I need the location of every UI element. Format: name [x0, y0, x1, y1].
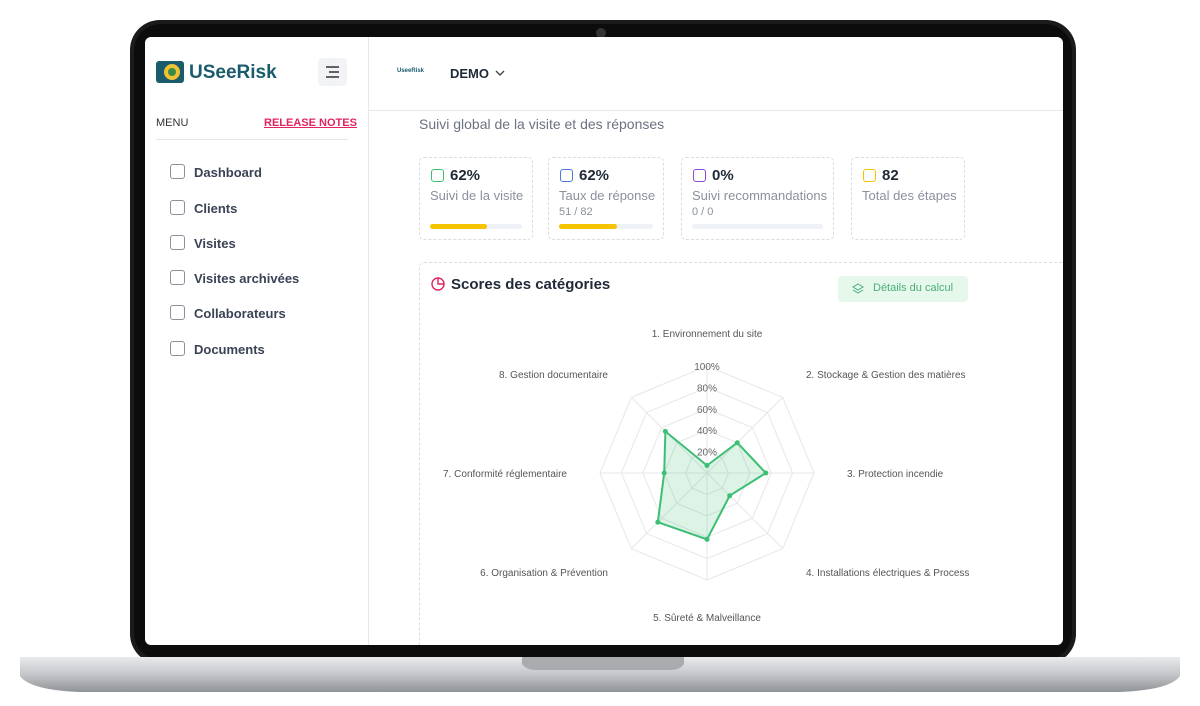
stat-value: 82 — [882, 167, 899, 184]
radar-point — [655, 519, 661, 525]
category-label: 7. Conformité réglementaire — [443, 469, 567, 480]
progress-track — [559, 224, 653, 229]
grid-ring — [685, 451, 729, 495]
stat-icon — [560, 169, 573, 182]
nav-item[interactable]: Dashboard — [194, 165, 262, 180]
stat-label: Taux de réponse — [559, 188, 656, 203]
progress-fill — [559, 224, 618, 229]
category-label: 8. Gestion documentaire — [499, 370, 608, 381]
stat-value: 62% — [579, 167, 610, 184]
grid-ring — [620, 386, 794, 560]
progress-fill — [430, 224, 488, 229]
radar-point — [661, 470, 667, 476]
category-label: 3. Protection incendie — [847, 469, 944, 480]
header-logo: UseeRisk — [397, 68, 425, 74]
menu-toggle[interactable] — [318, 58, 347, 86]
grid-ring — [599, 365, 815, 581]
nav-item[interactable]: Collaborateurs — [194, 306, 286, 321]
nav-icon — [170, 305, 185, 320]
stat-card — [548, 157, 664, 240]
r-tick-label: 100% — [694, 362, 720, 373]
stat-detail: 0 / 0 — [692, 206, 714, 218]
radar-point — [734, 440, 740, 446]
radar-card — [419, 262, 1063, 645]
grid-ring — [663, 429, 751, 517]
r-tick-label: 60% — [697, 405, 717, 416]
stat-detail: 51 / 82 — [559, 206, 593, 218]
details-button[interactable]: Détails du calcul — [838, 276, 968, 302]
stat-label: Suivi de la visite — [430, 188, 524, 203]
category-label: 5. Sûreté & Malveillance — [653, 613, 761, 624]
workspace[interactable]: DEMO — [450, 66, 489, 81]
stat-icon — [693, 169, 706, 182]
r-tick-label: 80% — [697, 383, 717, 394]
radar-title: Scores des catégories — [451, 276, 611, 293]
stat-icon — [863, 169, 876, 182]
brand-logo — [156, 61, 184, 83]
divider — [156, 139, 348, 140]
stat-value: 62% — [450, 167, 481, 184]
spoke — [706, 472, 784, 550]
stat-label: Suivi recommandations — [692, 188, 828, 203]
category-label: 4. Installations électriques & Process — [806, 568, 969, 579]
nav-icon — [170, 200, 185, 215]
progress-track — [430, 224, 522, 229]
radar-point — [704, 536, 710, 542]
spoke — [706, 396, 784, 474]
nav-item[interactable]: Visites archivées — [194, 271, 300, 286]
category-label: 2. Stockage & Gestion des matières — [806, 370, 966, 381]
header-border — [368, 110, 1063, 111]
r-tick-label: 40% — [697, 426, 717, 437]
radar-point — [704, 463, 710, 469]
spoke — [630, 472, 708, 550]
brand: USeeRisk — [189, 62, 277, 83]
stat-card — [681, 157, 834, 240]
menu-label: MENU — [156, 117, 189, 129]
nav-icon — [170, 235, 185, 250]
stat-card — [851, 157, 965, 240]
nav-item[interactable]: Clients — [194, 201, 238, 216]
nav-icon — [170, 164, 185, 179]
stat-card — [419, 157, 533, 240]
section-title: Suivi global de la visite et des réponse… — [419, 116, 665, 132]
screen-bg — [145, 37, 1063, 645]
chevron[interactable] — [494, 67, 506, 79]
category-label: 1. Environnement du site — [652, 329, 763, 340]
nav-item[interactable]: Documents — [194, 342, 265, 357]
radar-point — [727, 493, 733, 499]
progress-track — [692, 224, 823, 229]
nav-item[interactable]: Visites — [194, 236, 236, 251]
stat-label: Total des étapes — [862, 188, 957, 203]
stat-icon — [431, 169, 444, 182]
radar-point — [763, 470, 769, 476]
sidebar-border — [368, 37, 369, 645]
details-label[interactable]: Détails du calcul — [873, 282, 954, 294]
nav-icon — [170, 341, 185, 356]
nav-icon — [170, 270, 185, 285]
r-tick-label: 20% — [697, 448, 717, 459]
radar-point — [662, 428, 668, 434]
release-notes[interactable]: RELEASE NOTES — [264, 117, 357, 129]
radar-icon — [431, 277, 445, 291]
category-label: 6. Organisation & Prévention — [480, 568, 608, 579]
stat-value: 0% — [712, 167, 734, 184]
